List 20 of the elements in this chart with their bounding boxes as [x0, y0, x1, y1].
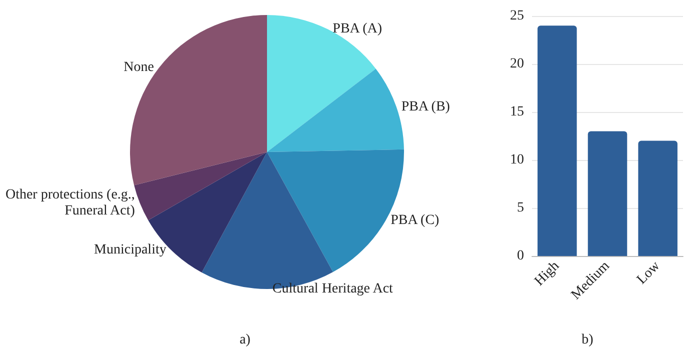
x-tick-label: High [532, 258, 562, 290]
slice-label: Municipality [94, 242, 166, 258]
bar [638, 140, 678, 256]
y-tick-label: 0 [517, 248, 524, 264]
slice-label: Other protections (e.g., Funeral Act) [5, 188, 136, 219]
slice-label: PBA (A) [332, 22, 382, 37]
slice-label: Cultural Heritage Act [272, 282, 394, 296]
y-tick-label: 25 [510, 8, 524, 24]
y-tick-label: 5 [517, 200, 524, 216]
bar [588, 131, 628, 256]
slice-label: PBA (B) [401, 99, 450, 114]
slice-label: PBA (C) [390, 213, 440, 228]
bar [538, 26, 577, 256]
text: b) [582, 332, 594, 348]
slice-label: None [124, 60, 154, 76]
y-tick-label: 15 [510, 104, 524, 120]
y-tick-label: 20 [510, 56, 524, 72]
y-tick-label: 10 [510, 152, 524, 168]
x-tick-label: Low [634, 258, 664, 288]
text: a) [240, 332, 251, 348]
